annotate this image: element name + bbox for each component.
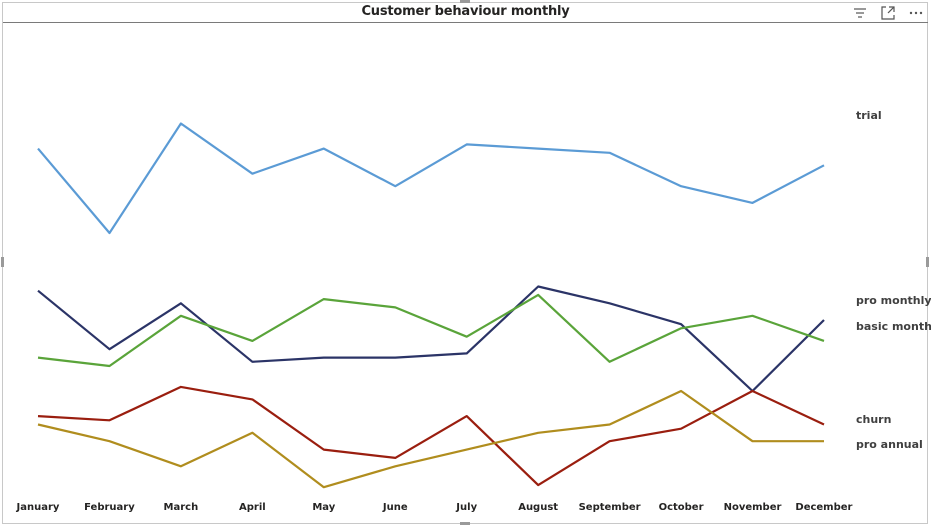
series-line-churn[interactable] [37,385,825,487]
x-tick-label: July [455,502,477,513]
focus-mode-icon[interactable] [879,5,897,21]
series-label-basic-monthly: basic monthly [856,320,931,333]
x-tick-label: May [312,502,335,513]
filter-icon[interactable] [851,5,869,21]
resize-handle-bottom[interactable] [460,522,470,525]
x-tick-label: December [795,502,852,513]
x-tick-label: August [518,502,558,513]
chart-title: Customer behaviour monthly [361,4,570,19]
x-tick-label: November [724,502,782,513]
plot-area: January February March April May June July Augu… [16,109,931,513]
x-tick-label: January [16,502,60,513]
resize-handle-right[interactable] [926,257,929,267]
resize-handle-top[interactable] [460,0,470,3]
x-tick-label: February [84,502,135,513]
series-label-pro-annual: pro annual [856,438,923,451]
x-tick-label: October [659,502,704,513]
series-label-pro-monthly: pro monthly [856,294,931,307]
series-line-basic-monthly[interactable] [37,293,825,368]
resize-handle-left[interactable] [1,257,4,267]
x-tick-label: April [239,502,266,513]
x-tick-label: September [579,502,641,513]
series-label-trial: trial [856,109,882,122]
series-label-churn: churn [856,413,891,426]
series-line-pro-annual[interactable] [37,389,824,489]
title-divider [3,22,928,23]
x-tick-label: June [382,502,408,513]
more-options-icon[interactable] [907,5,925,21]
x-tick-label: March [164,502,199,513]
series-line-trial[interactable] [37,122,825,235]
visual-header-toolbar [851,5,925,21]
series-line-pro-monthly[interactable] [37,285,825,393]
